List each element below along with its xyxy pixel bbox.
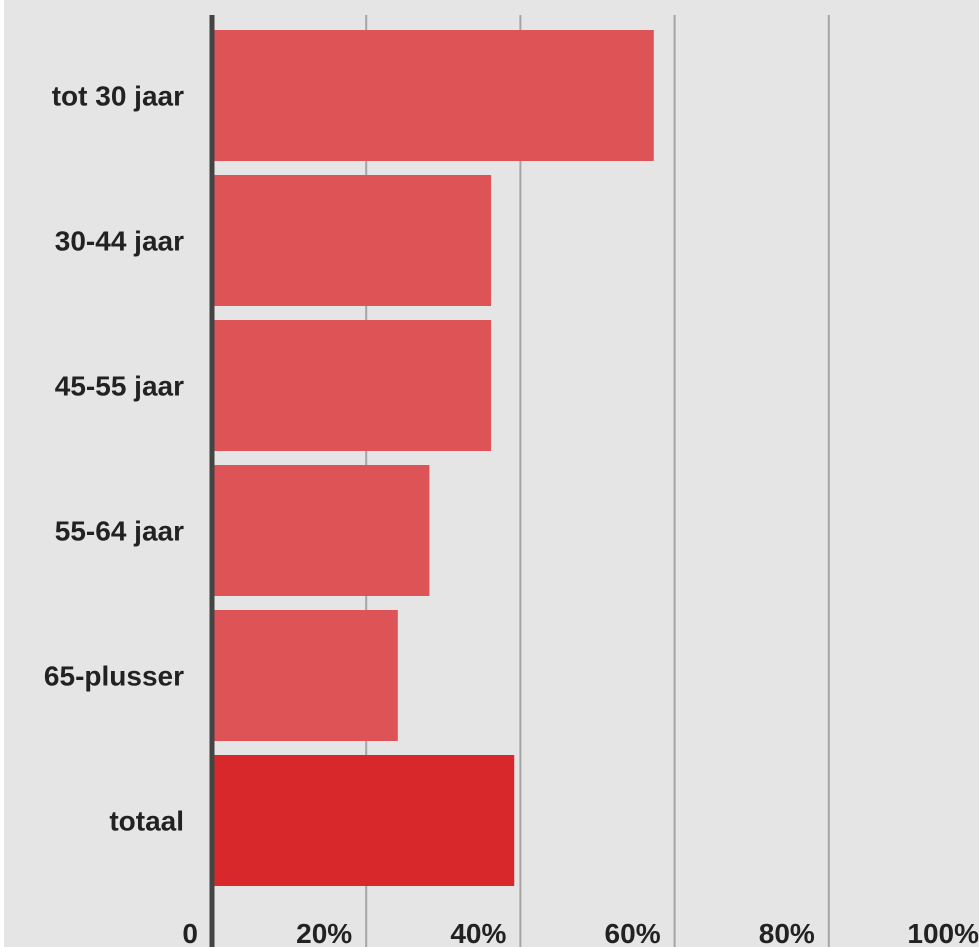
bar-55-64-jaar xyxy=(212,465,430,596)
category-label-45-55-jaar: 45-55 jaar xyxy=(55,371,184,402)
category-label-tot-30-jaar: tot 30 jaar xyxy=(52,81,184,112)
x-tick-label: 40% xyxy=(450,918,506,947)
x-tick-label: 80% xyxy=(759,918,815,947)
bar-30-44-jaar xyxy=(212,175,492,306)
x-tick-label: 0 xyxy=(182,918,198,947)
category-label-30-44-jaar: 30-44 jaar xyxy=(55,226,184,257)
category-label-65-plusser: 65-plusser xyxy=(44,661,184,692)
category-label-totaal: totaal xyxy=(109,806,184,837)
x-tick-label: 20% xyxy=(296,918,352,947)
bar-totaal xyxy=(212,755,515,886)
category-labels: tot 30 jaar 30-44 jaar 45-55 jaar 55-64 jaa… xyxy=(44,81,184,837)
bar-tot-30-jaar xyxy=(212,30,654,161)
category-label-55-64-jaar: 55-64 jaar xyxy=(55,516,184,547)
x-tick-labels: 0 20% 40% 60% 80% 100% xyxy=(182,918,979,947)
x-tick-label: 60% xyxy=(605,918,661,947)
bar-45-55-jaar xyxy=(212,320,492,451)
bar-65-plusser xyxy=(212,610,398,741)
bars xyxy=(212,30,654,886)
x-tick-label: 100% xyxy=(907,918,979,947)
